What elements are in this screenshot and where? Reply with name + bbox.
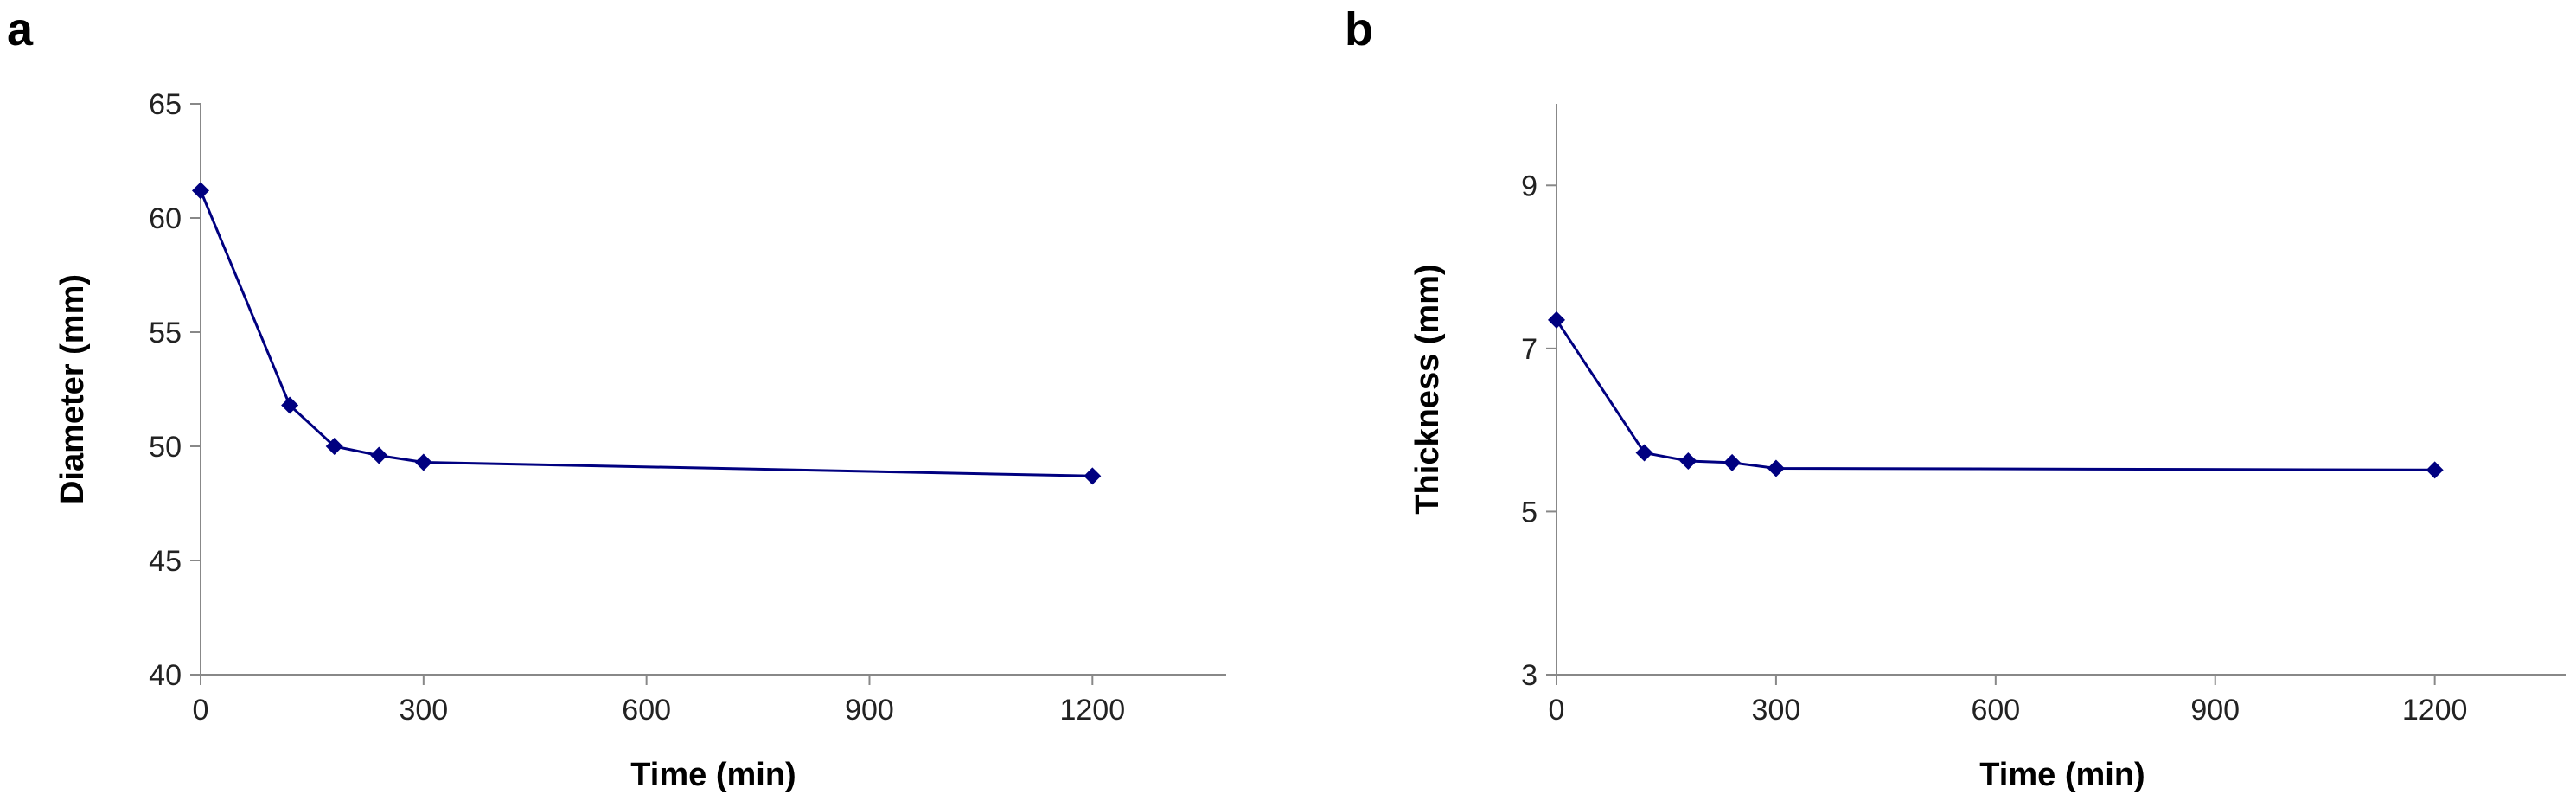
y-tick-label: 45 xyxy=(149,545,182,578)
x-tick-label: 300 xyxy=(1752,694,1801,727)
data-point-marker xyxy=(325,438,343,455)
x-tick-label: 900 xyxy=(2190,694,2240,727)
data-point-marker xyxy=(1679,452,1697,470)
x-tick-label: 0 xyxy=(1549,694,1565,727)
y-tick-label: 60 xyxy=(149,202,182,235)
y-tick-label: 9 xyxy=(1521,170,1537,202)
data-point-marker xyxy=(1723,453,1742,471)
series-line xyxy=(1555,319,2435,471)
ticks-b: 3 5 7 9 0 300 600 900 1200 xyxy=(1521,170,2467,727)
series-b xyxy=(1548,311,2444,479)
y-axis-title-b: Thickness (mm) xyxy=(1409,264,1446,514)
x-tick-label: 1200 xyxy=(1059,694,1125,727)
x-tick-label: 600 xyxy=(622,694,671,727)
x-tick-label: 0 xyxy=(193,694,209,727)
data-point-marker xyxy=(1635,444,1653,462)
panel-b: b 3 5 7 9 0 300 600 900 1200 Time (min) Thicknes… xyxy=(1345,3,2566,793)
y-tick-label: 40 xyxy=(149,659,182,692)
ticks-a: 40 45 50 55 60 65 0 300 600 900 1200 xyxy=(149,88,1125,727)
x-tick-label: 300 xyxy=(399,694,448,727)
data-point-marker xyxy=(281,396,299,414)
data-point-marker xyxy=(1083,467,1102,485)
y-tick-label: 65 xyxy=(149,88,182,121)
x-axis-title-b: Time (min) xyxy=(1979,757,2145,793)
data-point-marker xyxy=(192,182,209,200)
y-tick-label: 55 xyxy=(149,317,182,349)
data-point-marker xyxy=(370,446,388,464)
y-tick-label: 5 xyxy=(1521,496,1537,528)
data-point-marker xyxy=(1767,459,1785,477)
panel-letter-a: a xyxy=(7,3,34,55)
y-tick-label: 50 xyxy=(149,431,182,464)
series-line xyxy=(199,189,1093,477)
x-tick-label: 900 xyxy=(845,694,894,727)
data-point-marker xyxy=(414,453,432,471)
y-axis-title-a: Diameter (mm) xyxy=(54,274,91,504)
panel-letter-b: b xyxy=(1345,3,1373,55)
x-tick-label: 600 xyxy=(1971,694,2020,727)
data-point-marker xyxy=(2426,461,2444,479)
series-a xyxy=(192,182,1102,485)
x-axis-title-a: Time (min) xyxy=(630,757,796,793)
y-tick-label: 3 xyxy=(1521,659,1537,692)
x-tick-label: 1200 xyxy=(2402,694,2468,727)
data-point-marker xyxy=(1548,311,1565,329)
y-tick-label: 7 xyxy=(1521,333,1537,366)
